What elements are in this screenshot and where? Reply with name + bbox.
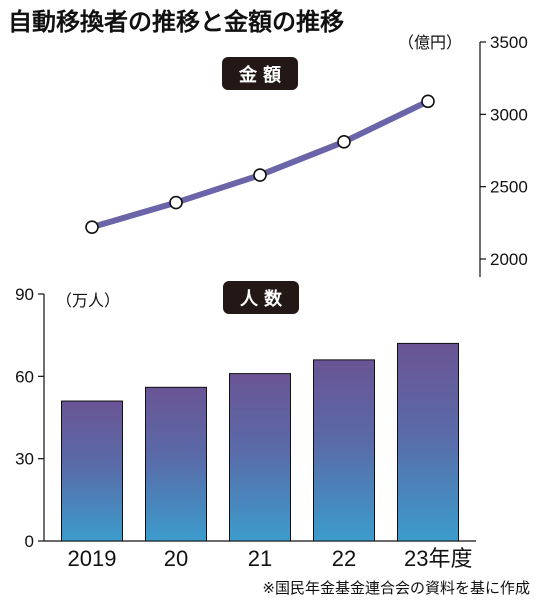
x-category-label: 22 bbox=[332, 546, 356, 571]
source-note: ※国民年金基金連合会の資料を基に作成 bbox=[262, 579, 530, 597]
amount-badge-label: 金額 bbox=[238, 64, 287, 86]
amount-y-tick-label: 2500 bbox=[490, 178, 528, 197]
amount-y-tick-label: 3000 bbox=[490, 105, 528, 124]
amount-badge: 金額 bbox=[222, 57, 298, 90]
people-badge-label: 人数 bbox=[240, 288, 288, 310]
amount-point-20 bbox=[169, 195, 183, 210]
x-category-label: 20 bbox=[164, 546, 188, 571]
amount-point-2019 bbox=[85, 220, 99, 234]
x-category-label: 2019 bbox=[68, 546, 117, 571]
people-bar-23 bbox=[397, 342, 459, 542]
chart-title: 自動移換者の推移と金額の推移 bbox=[8, 8, 344, 36]
amount-line-chart: 2000 2500 3000 3500 （億円） 金額 bbox=[85, 33, 528, 277]
people-bars bbox=[61, 342, 459, 542]
people-y-tick-label: 60 bbox=[15, 367, 34, 386]
amount-point-22 bbox=[337, 135, 351, 149]
people-unit-label: （万人） bbox=[56, 291, 120, 310]
amount-series-line bbox=[89, 98, 431, 231]
people-bar-20 bbox=[145, 386, 207, 542]
amount-point-23 bbox=[421, 94, 435, 109]
x-category-label: 21 bbox=[248, 546, 272, 571]
amount-y-ticks: 2000 2500 3000 3500 bbox=[480, 33, 528, 269]
amount-point-21 bbox=[253, 168, 267, 182]
people-bar-2019 bbox=[61, 400, 123, 542]
amount-series-points bbox=[85, 94, 435, 234]
people-y-ticks: 0 30 60 90 bbox=[15, 285, 44, 551]
people-bar-21 bbox=[229, 373, 291, 542]
people-badge-bg bbox=[223, 281, 299, 314]
amount-y-tick-label: 3500 bbox=[490, 33, 528, 52]
people-bar-22 bbox=[313, 359, 375, 542]
people-y-tick-label: 90 bbox=[15, 285, 34, 304]
people-y-tick-label: 30 bbox=[15, 450, 34, 469]
x-category-label: 23年度 bbox=[404, 546, 472, 571]
people-y-tick-label: 0 bbox=[25, 532, 34, 551]
amount-unit-label: （億円） bbox=[398, 33, 462, 52]
amount-badge-bg bbox=[222, 57, 298, 90]
people-bar-chart: 0 30 60 90 （万人） 人数 2019 20 21 22 23年度 bbox=[15, 281, 476, 571]
amount-y-tick-label: 2000 bbox=[490, 250, 528, 269]
people-badge: 人数 bbox=[223, 281, 299, 314]
x-category-labels: 2019 20 21 22 23年度 bbox=[68, 546, 473, 571]
